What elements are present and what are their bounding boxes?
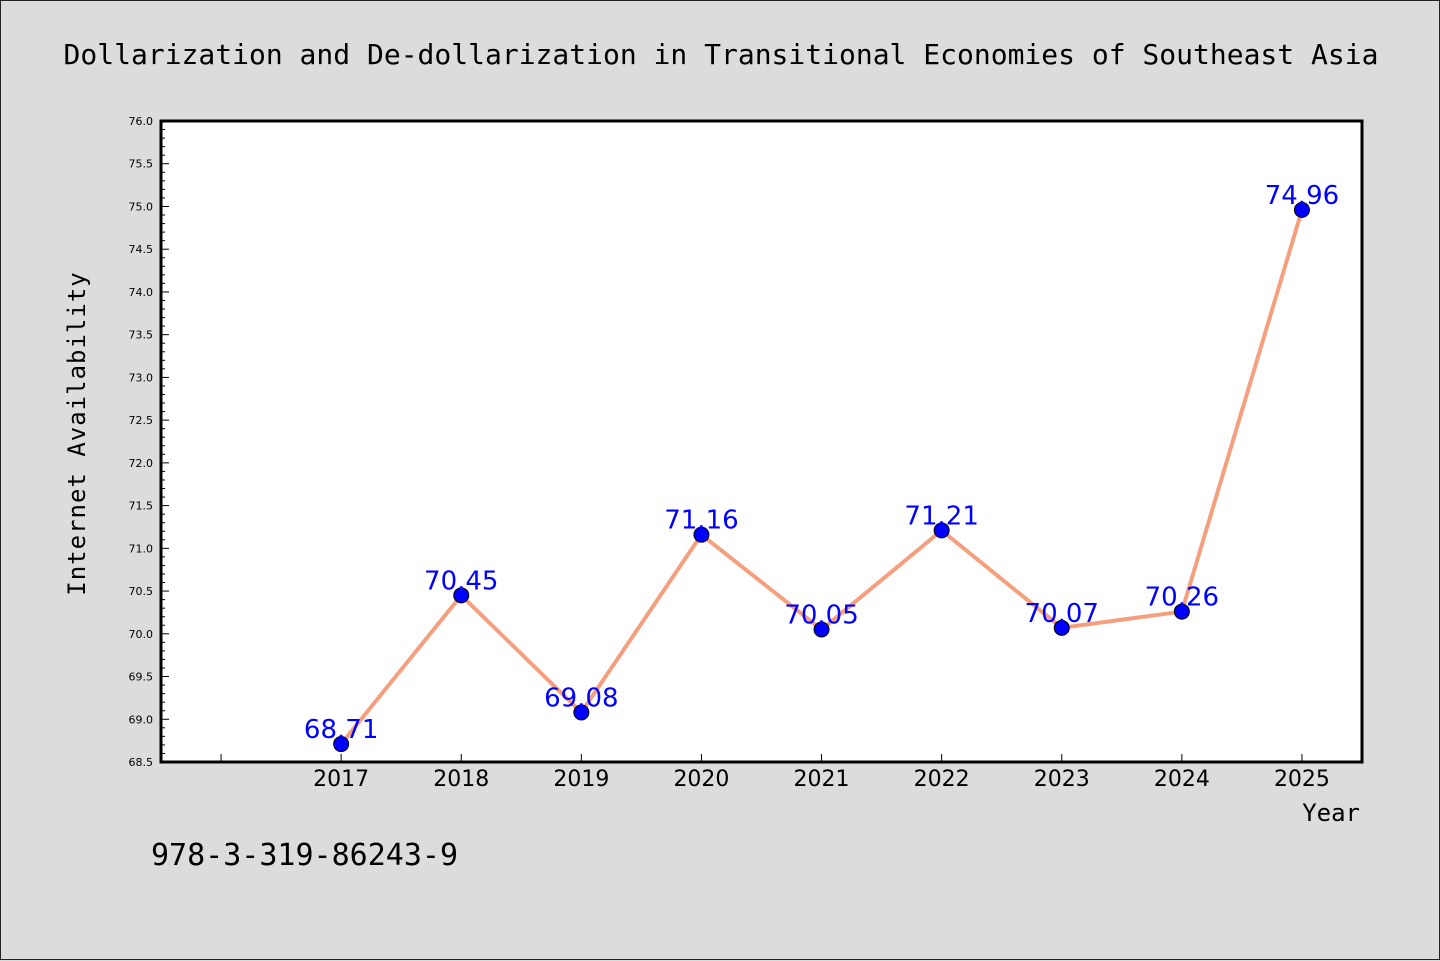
y-tick-label: 75.0 (129, 200, 154, 213)
y-tick-label: 75.5 (129, 158, 154, 171)
x-axis-label: Year (1302, 799, 1360, 827)
data-label: 71.21 (904, 501, 978, 531)
y-axis-label: Internet Availability (63, 271, 91, 595)
y-tick-label: 72.5 (129, 414, 154, 427)
y-tick-label: 68.5 (129, 756, 154, 769)
x-tick-label: 2018 (433, 767, 489, 792)
y-tick-label: 73.0 (129, 371, 154, 384)
x-tick-label: 2025 (1274, 767, 1330, 792)
y-axis: 68.5 69.0 69.5 70.0 70.5 71.0 71.5 72.0 72.5 73.0… (129, 115, 169, 769)
data-label: 70.05 (784, 601, 858, 631)
isbn-footnote: 978-3-319-86243-9 (151, 838, 458, 873)
x-tick-label: 2017 (313, 767, 369, 792)
data-point (1293, 201, 1310, 218)
data-point (573, 704, 590, 721)
data-label: 70.45 (424, 566, 498, 596)
data-point (693, 526, 710, 543)
data-label: 70.26 (1145, 583, 1219, 613)
plot-area (159, 119, 1364, 764)
data-label: 70.07 (1025, 599, 1099, 629)
data-label: 69.08 (544, 683, 618, 713)
y-tick-label: 71.0 (129, 542, 154, 555)
data-point (933, 522, 950, 539)
x-axis: 2017 2018 2019 2020 2021 2022 2023 2024 2025 (220, 754, 1330, 792)
x-tick-label: 2021 (794, 767, 850, 792)
y-tick-label: 69.0 (129, 713, 154, 726)
x-tick-label: 2024 (1154, 767, 1210, 792)
y-tick-label: 72.0 (129, 457, 154, 470)
y-tick-label: 69.5 (129, 671, 154, 684)
y-tick-label: 73.5 (129, 329, 154, 342)
y-tick-label: 74.0 (129, 286, 154, 299)
data-label: 74.96 (1265, 181, 1339, 211)
data-point (453, 587, 470, 604)
y-tick-label: 76.0 (129, 115, 154, 128)
data-point (333, 736, 350, 753)
data-label: 68.71 (304, 715, 378, 745)
x-tick-label: 2020 (673, 767, 729, 792)
chart-title: Dollarization and De-dollarization in Tr… (64, 38, 1379, 71)
y-tick-label: 74.5 (129, 243, 154, 256)
y-tick-label: 70.0 (129, 628, 154, 641)
data-point (1053, 619, 1070, 636)
y-tick-label: 71.5 (129, 500, 154, 513)
data-labels: 68.71 70.45 69.08 71.16 70.05 71.21 70.07 70.26… (304, 181, 1339, 745)
data-point (813, 621, 830, 638)
y-tick-label: 70.5 (129, 585, 154, 598)
x-tick-label: 2023 (1034, 767, 1090, 792)
data-label: 71.16 (664, 506, 738, 536)
data-point (1173, 603, 1190, 620)
x-tick-label: 2019 (553, 767, 609, 792)
x-tick-label: 2022 (914, 767, 970, 792)
series-group (333, 201, 1310, 753)
